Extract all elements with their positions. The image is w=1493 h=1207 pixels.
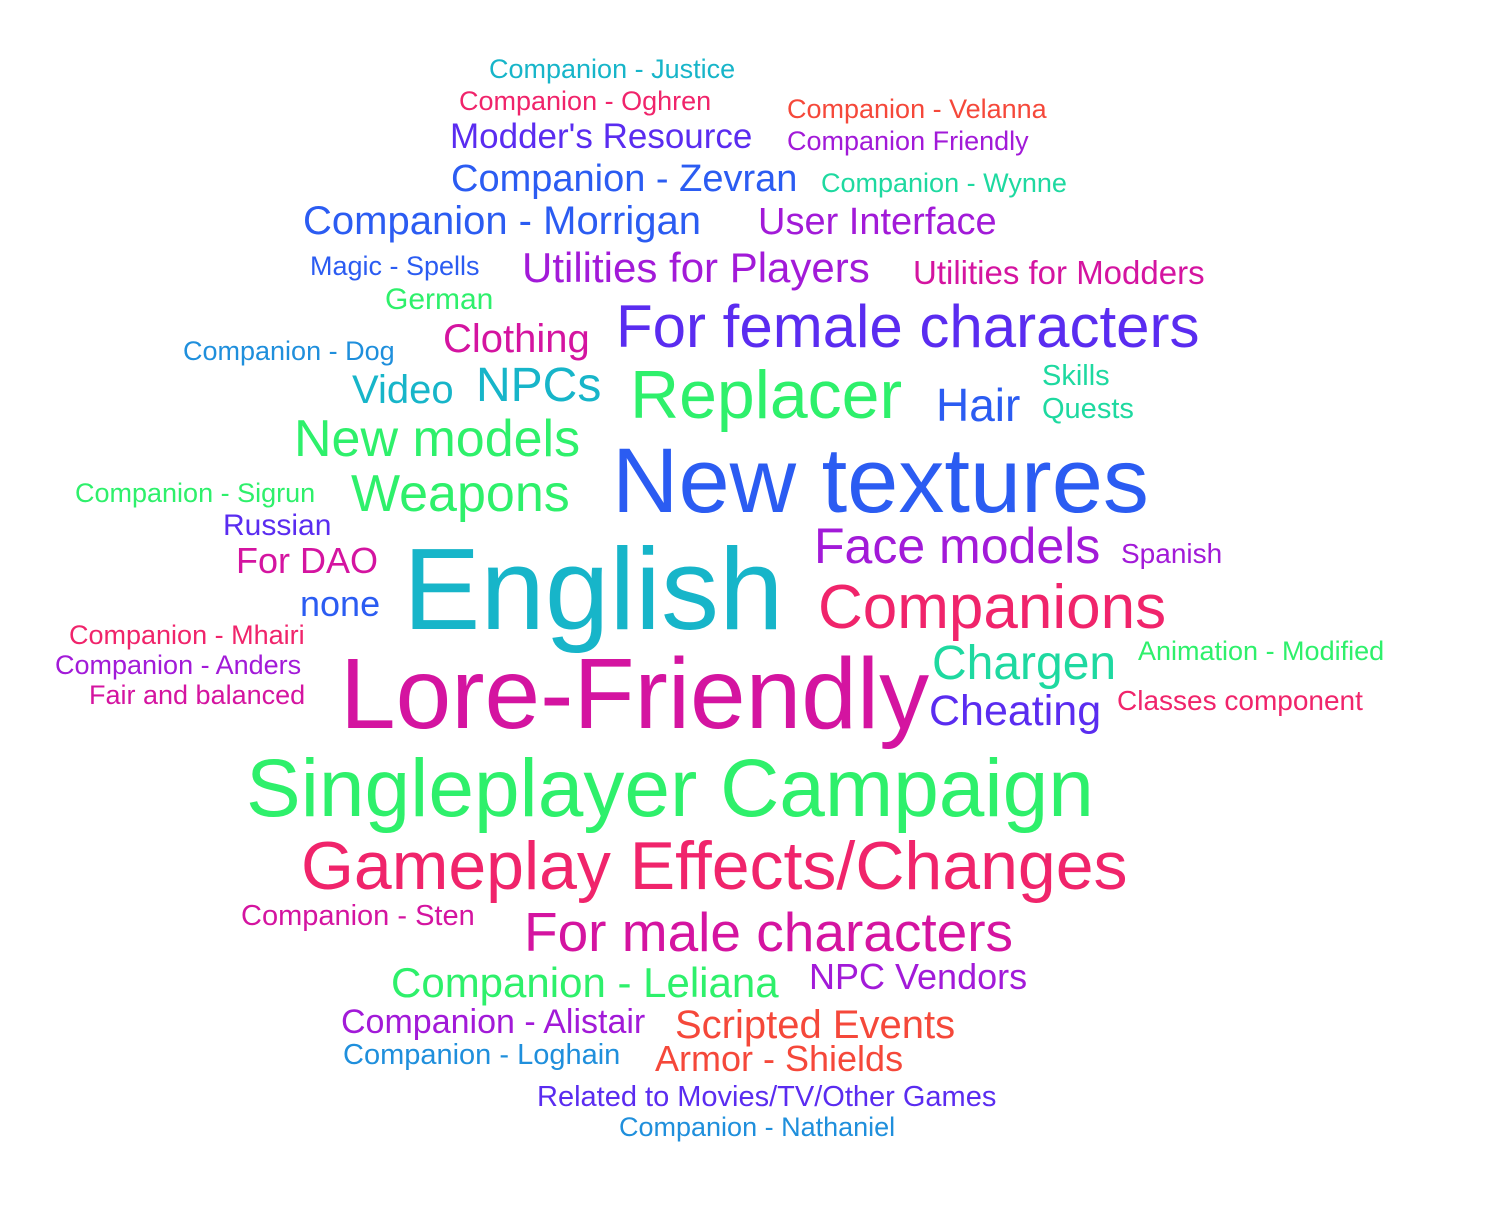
- word-fair-and-balanced: Fair and balanced: [89, 680, 306, 710]
- word-weapons: Weapons: [351, 465, 570, 523]
- word-companion-dog: Companion - Dog: [183, 336, 395, 366]
- word-chargen: Chargen: [932, 637, 1117, 690]
- word-lore-friendly: Lore-Friendly: [340, 638, 930, 750]
- word-companion-anders: Companion - Anders: [55, 650, 302, 680]
- word-npc-vendors: NPC Vendors: [809, 956, 1028, 997]
- word-npcs: NPCs: [476, 359, 602, 412]
- word-replacer: Replacer: [630, 357, 903, 433]
- word-magic-spells: Magic - Spells: [310, 251, 480, 281]
- word-for-dao: For DAO: [236, 540, 379, 581]
- word-cheating: Cheating: [929, 687, 1102, 735]
- word-user-interface: User Interface: [758, 201, 997, 243]
- word-utilities-for-modders: Utilities for Modders: [913, 254, 1205, 291]
- word-quests: Quests: [1042, 393, 1134, 425]
- word-companion-mhairi: Companion - Mhairi: [69, 620, 305, 650]
- word-hair: Hair: [936, 379, 1021, 431]
- word-companion-velanna: Companion - Velanna: [787, 94, 1047, 124]
- word-companion-nathaniel: Companion - Nathaniel: [619, 1112, 896, 1142]
- word-companion-zevran: Companion - Zevran: [451, 158, 798, 200]
- word-companion-wynne: Companion - Wynne: [821, 168, 1067, 198]
- word-companion-oghren: Companion - Oghren: [459, 86, 712, 116]
- word-for-male-characters: For male characters: [524, 901, 1014, 963]
- word-classes-component: Classes component: [1117, 685, 1363, 716]
- word-companion-alistair: Companion - Alistair: [341, 1003, 646, 1041]
- word-scripted-events: Scripted Events: [675, 1003, 956, 1047]
- word-modders-resource: Modder's Resource: [450, 117, 753, 156]
- word-english: English: [403, 524, 784, 654]
- word-utilities-for-players: Utilities for Players: [522, 244, 870, 291]
- word-companion-sigrun: Companion - Sigrun: [75, 478, 316, 508]
- word-animation-modified: Animation - Modified: [1138, 636, 1385, 666]
- word-gameplay-effects-changes: Gameplay Effects/Changes: [301, 828, 1128, 904]
- word-new-models: New models: [294, 410, 581, 468]
- word-companion-friendly: Companion Friendly: [787, 126, 1029, 156]
- word-spanish: Spanish: [1121, 538, 1223, 569]
- word-companion-loghain: Companion - Loghain: [343, 1039, 621, 1071]
- word-related-to-movies-tv-other-games: Related to Movies/TV/Other Games: [537, 1081, 997, 1113]
- word-face-models: Face models: [814, 518, 1101, 574]
- word-skills: Skills: [1042, 360, 1110, 392]
- word-german: German: [385, 283, 494, 316]
- word-singleplayer-campaign: Singleplayer Campaign: [246, 743, 1094, 834]
- word-video: Video: [352, 368, 454, 412]
- word-for-female-characters: For female characters: [616, 293, 1200, 360]
- word-companions: Companions: [818, 573, 1167, 642]
- word-companion-leliana: Companion - Leliana: [391, 959, 779, 1006]
- word-companion-justice: Companion - Justice: [489, 54, 736, 84]
- word-armor-shields: Armor - Shields: [655, 1038, 904, 1079]
- word-clothing: Clothing: [443, 317, 590, 361]
- word-companion-sten: Companion - Sten: [241, 900, 475, 932]
- word-companion-morrigan: Companion - Morrigan: [303, 199, 701, 243]
- word-new-textures: New textures: [612, 430, 1149, 532]
- word-russian: Russian: [223, 509, 332, 542]
- word-none: none: [300, 583, 381, 624]
